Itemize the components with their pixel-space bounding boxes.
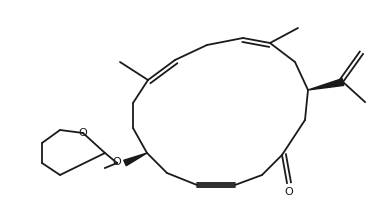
Polygon shape (124, 153, 147, 166)
Text: O: O (285, 187, 293, 197)
Text: O: O (112, 157, 122, 167)
Polygon shape (308, 79, 344, 90)
Text: O: O (79, 128, 87, 138)
